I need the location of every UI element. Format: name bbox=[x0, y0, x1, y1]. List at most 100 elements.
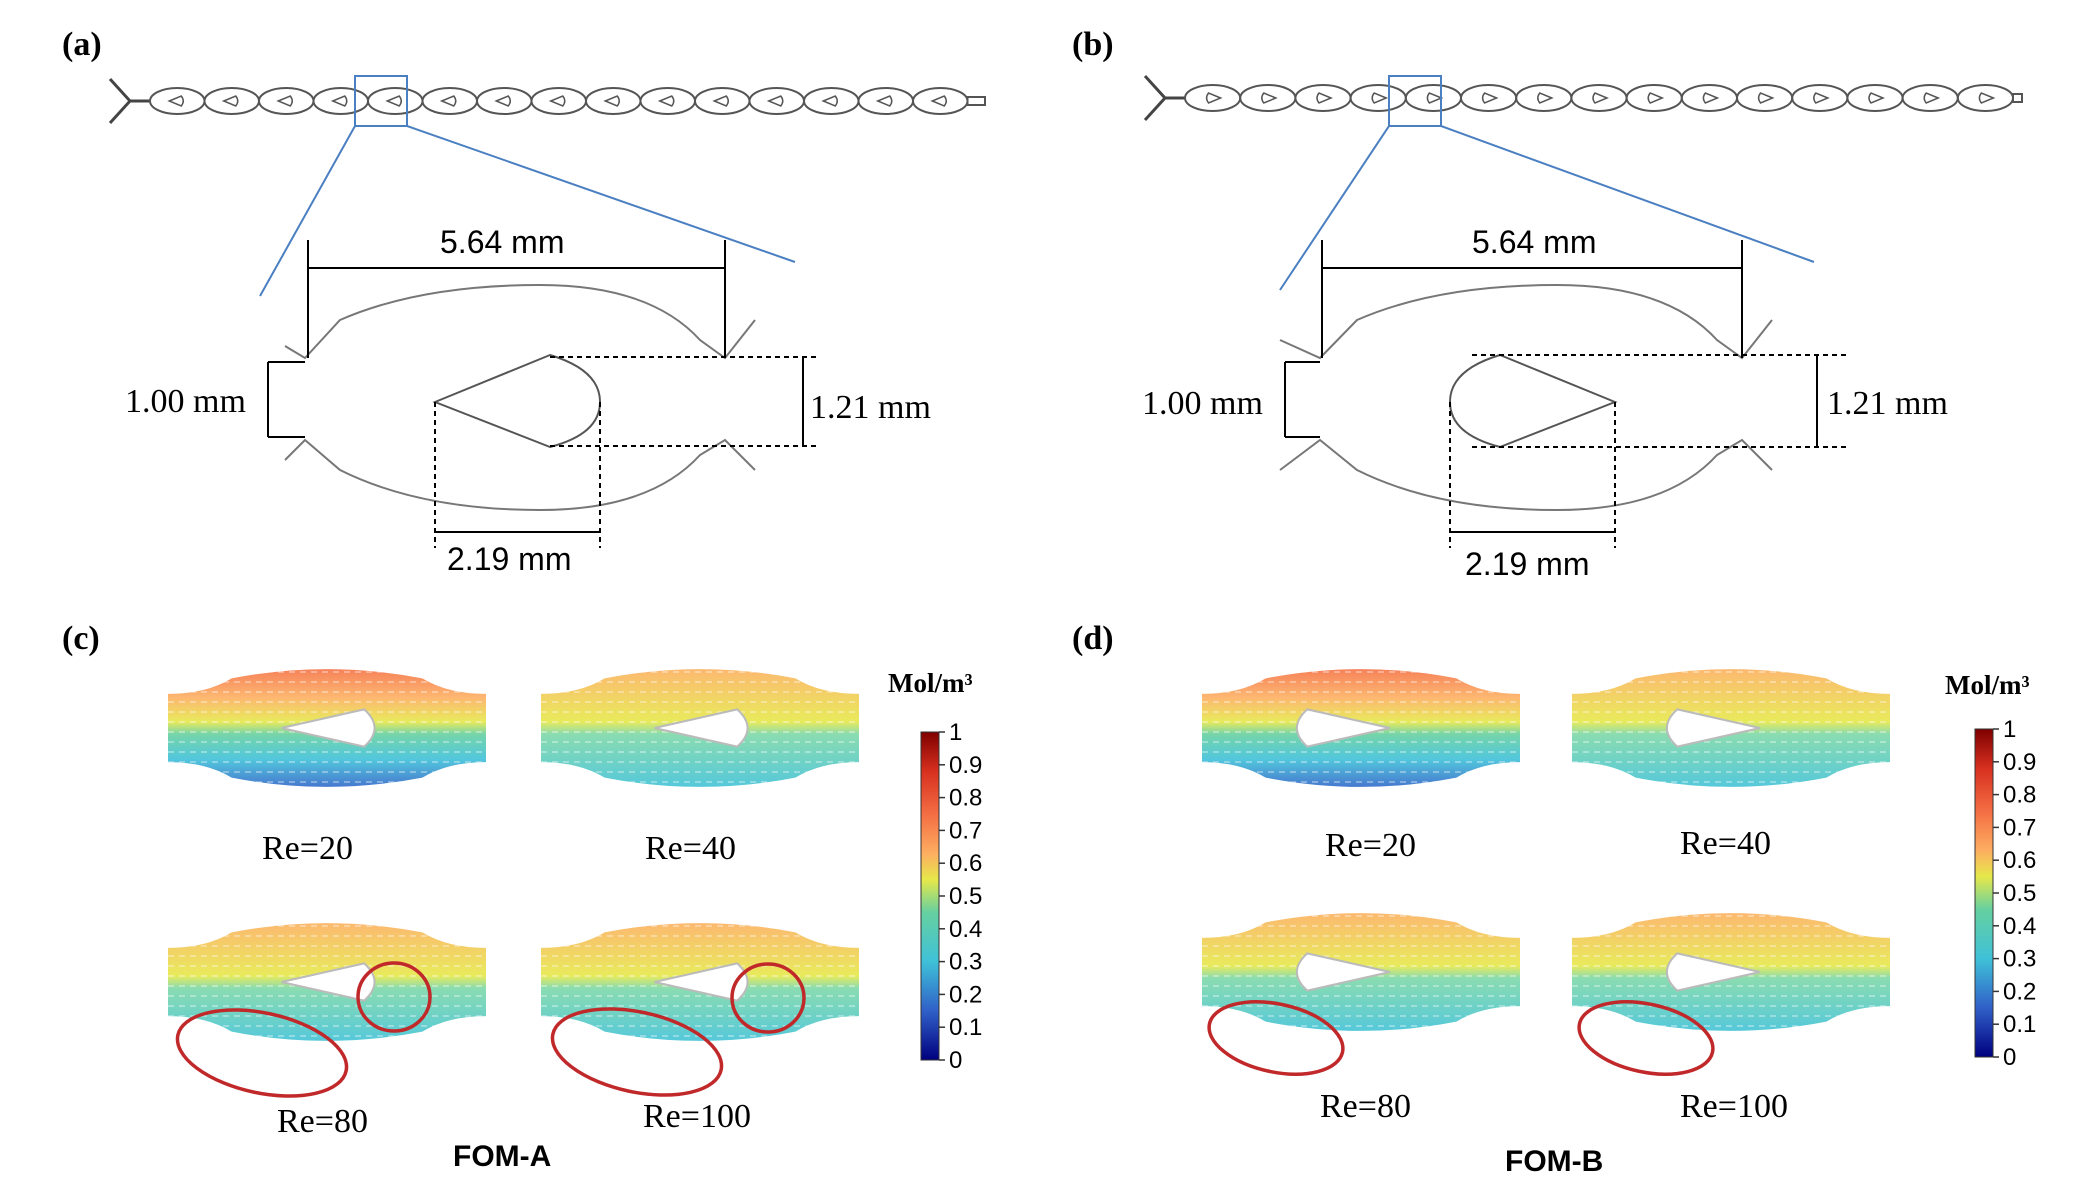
dim-obstacle-width-a: 2.19 mm bbox=[447, 541, 571, 577]
vortex-highlight bbox=[356, 961, 432, 1033]
dim-neck-a: 1.00 mm bbox=[125, 383, 246, 420]
velocity-field-cell bbox=[1572, 913, 1890, 1031]
mixing-unit bbox=[476, 87, 533, 115]
zoom-line-left-b bbox=[1279, 125, 1390, 291]
obstacle bbox=[1205, 92, 1223, 104]
obstacle bbox=[1757, 92, 1775, 104]
unit-outline-top-a bbox=[284, 283, 756, 360]
obstacle bbox=[1481, 92, 1499, 104]
colorbar-tick-label: 0.3 bbox=[949, 949, 982, 976]
colorbar-unit-c: Mol/m³ bbox=[888, 668, 973, 698]
obstacle bbox=[1537, 92, 1554, 104]
colorbar-tick-label: 0.8 bbox=[2003, 782, 2036, 809]
mixing-unit bbox=[857, 87, 914, 115]
mixing-unit bbox=[1239, 84, 1297, 112]
panel-b-diagram: 5.64 mm 1.00 mm 1.21 mm 2.19 mm bbox=[1142, 74, 2023, 582]
velocity-field-cell bbox=[168, 923, 486, 1041]
colorbar-unit-d: Mol/m³ bbox=[1945, 670, 2030, 700]
obstacle bbox=[548, 95, 566, 107]
re-label-c-100: Re=100 bbox=[643, 1098, 751, 1135]
mixing-unit bbox=[1460, 84, 1518, 112]
velocity-field-cell bbox=[1572, 669, 1890, 787]
colorbar-tick-label: 0.7 bbox=[2003, 814, 2036, 841]
colorbar-tick-label: 0 bbox=[2003, 1044, 2016, 1071]
channel-b-overview bbox=[1143, 74, 2023, 122]
colorbar-d bbox=[1974, 728, 1994, 1058]
obstacle bbox=[167, 95, 184, 107]
dim-obstacle-height-a: 1.21 mm bbox=[810, 389, 931, 426]
mixing-unit bbox=[1680, 84, 1739, 112]
vortex-highlight bbox=[1207, 1000, 1345, 1076]
colorbar-tick-label: 0.1 bbox=[2003, 1011, 2036, 1038]
colorbar-tick-label: 0.4 bbox=[2003, 913, 2036, 940]
channel-a-overview bbox=[108, 77, 986, 125]
mixing-unit bbox=[530, 87, 587, 115]
obstacle bbox=[1261, 92, 1278, 104]
colorbar-tick-label: 0.1 bbox=[949, 1014, 982, 1041]
obstacle bbox=[1426, 92, 1444, 104]
mixing-unit bbox=[203, 87, 260, 115]
obstacle bbox=[821, 95, 838, 107]
vortex-highlight bbox=[730, 962, 806, 1034]
velocity-field-cell bbox=[541, 923, 859, 1041]
fom-b-label: FOM-B bbox=[1505, 1145, 1604, 1178]
obstacle bbox=[1371, 92, 1389, 104]
colorbar-tick-label: 0.3 bbox=[2003, 946, 2036, 973]
dim-neck-b: 1.00 mm bbox=[1142, 385, 1263, 422]
panel-a-diagram: 5.64 mm 1.00 mm 1.21 mm 2.19 mm bbox=[108, 75, 986, 577]
obstacle bbox=[1702, 92, 1720, 104]
colorbar-tick-label: 0.5 bbox=[2003, 880, 2036, 907]
outlet-channel bbox=[966, 96, 986, 106]
colorbar-tick-label: 0.7 bbox=[949, 817, 982, 844]
colorbar-tick-label: 0.8 bbox=[949, 785, 982, 812]
colorbar-tick-label: 0 bbox=[949, 1047, 962, 1074]
velocity-field-cell bbox=[1202, 913, 1520, 1031]
obstacle bbox=[1813, 92, 1830, 104]
dim-obstacle-width-b: 2.19 mm bbox=[1465, 546, 1589, 582]
obstacle bbox=[1868, 92, 1885, 104]
panel-label-a: (a) bbox=[62, 26, 102, 63]
inlet-y-junction bbox=[108, 77, 150, 125]
obstacle bbox=[1316, 92, 1333, 104]
outlet-channel bbox=[2012, 93, 2023, 103]
zoom-box-a bbox=[354, 75, 408, 127]
obstacle bbox=[221, 95, 239, 107]
colorbar-tick-label: 1 bbox=[2003, 716, 2016, 743]
unit-outline-bottom-a bbox=[284, 438, 756, 512]
obstacle bbox=[657, 95, 675, 107]
colorbar-tick-label: 0.5 bbox=[949, 883, 982, 910]
mixing-unit bbox=[748, 87, 805, 115]
obstacle bbox=[1592, 92, 1609, 104]
panel-label-d: (d) bbox=[1072, 620, 1114, 657]
dim-length-b: 5.64 mm bbox=[1472, 224, 1596, 260]
obstacle bbox=[712, 95, 729, 107]
obstacle-a bbox=[432, 353, 602, 449]
mixing-unit bbox=[1349, 84, 1407, 112]
mixing-unit bbox=[585, 87, 642, 115]
mixing-unit bbox=[1570, 84, 1628, 112]
mixing-unit bbox=[367, 87, 424, 115]
re-label-d-100: Re=100 bbox=[1680, 1088, 1788, 1125]
colorbar-tick-label: 0.6 bbox=[2003, 847, 2036, 874]
obstacle bbox=[494, 95, 511, 107]
obstacle bbox=[766, 95, 784, 107]
colorbar-tick-label: 0.2 bbox=[2003, 978, 2036, 1005]
colorbar-tick-label: 0.9 bbox=[949, 752, 982, 779]
unit-outline-bottom-b bbox=[1279, 438, 1773, 512]
mixing-unit bbox=[912, 87, 969, 115]
mixing-unit bbox=[1184, 84, 1242, 112]
unit-outline-top-b bbox=[1279, 283, 1773, 360]
fom-a-label: FOM-A bbox=[453, 1140, 552, 1173]
mixing-unit bbox=[803, 87, 860, 115]
mixing-unit bbox=[1515, 84, 1573, 112]
mixing-unit bbox=[258, 87, 315, 115]
colorbar-tick-label: 0.4 bbox=[949, 916, 982, 943]
mixing-unit bbox=[1791, 84, 1849, 112]
obstacle bbox=[276, 95, 293, 107]
vortex-highlight bbox=[550, 1007, 724, 1097]
obstacle bbox=[1978, 92, 1996, 104]
obstacle bbox=[439, 95, 457, 107]
obstacle-b bbox=[1448, 353, 1618, 449]
colorbar-tick-label: 0.6 bbox=[949, 850, 982, 877]
simulation-panels: 1 0.9 0.8 0.7 0.6 0.5 0.4 0.3 0.2 0.1 0 1 0.9 0.8 0.7… bbox=[168, 669, 2036, 1098]
